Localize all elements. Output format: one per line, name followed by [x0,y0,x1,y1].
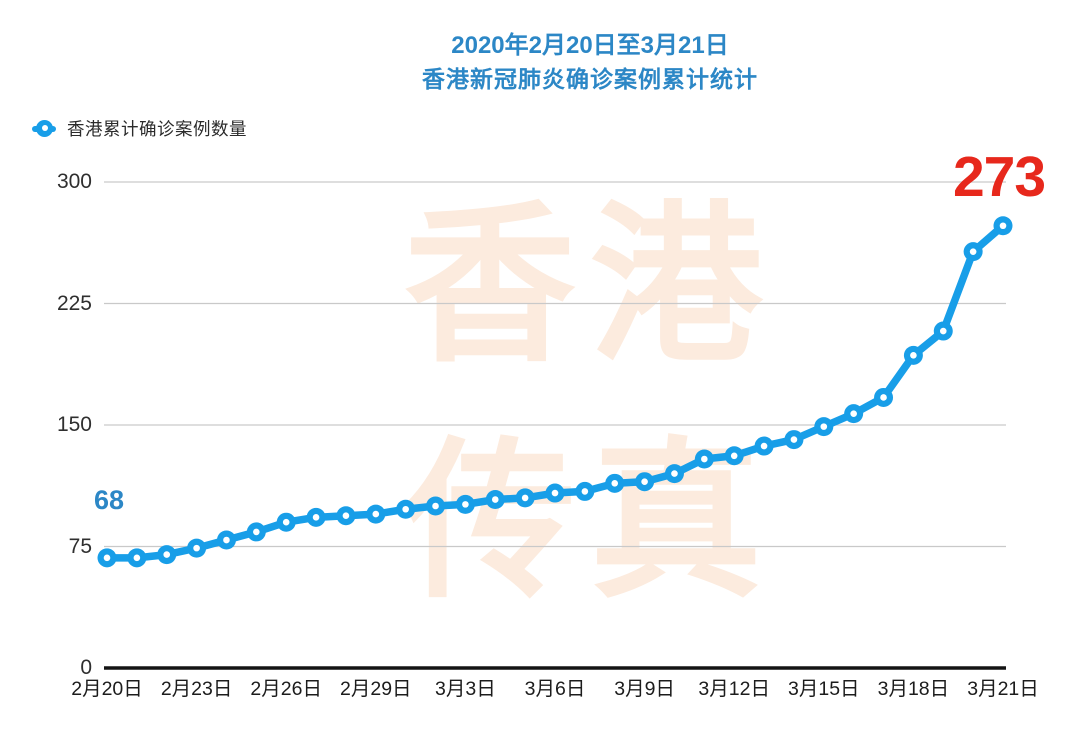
data-point-hole [133,554,141,562]
data-point-hole [491,496,499,503]
data-point-hole [551,489,559,497]
data-point-hole [372,510,380,518]
data-point-hole [701,455,708,463]
chart-title: 2020年2月20日至3月21日 香港新冠肺炎确诊案例累计统计 [90,30,1080,96]
chart-title-line1: 2020年2月20日至3月21日 [451,32,729,59]
data-point-hole [521,494,529,502]
first-point-value-label: 68 [93,485,125,515]
watermark: 香港 传真 [404,168,776,640]
data-point-hole [939,327,947,335]
legend-series-marker-icon [32,119,56,137]
data-point-hole [820,423,828,430]
data-line [103,221,1007,562]
data-point-hole [671,470,678,477]
data-point-hole [163,551,171,558]
data-point-hole [641,478,648,486]
data-point-hole [790,436,798,443]
data-point-hole [223,536,230,544]
legend: 香港累计确诊案例数量 [32,118,247,139]
legend-label: 香港累计确诊案例数量 [67,118,247,139]
data-point-hole [282,518,290,526]
data-point-hole [193,544,200,552]
data-point-hole [969,248,977,255]
data-point-hole [312,514,320,521]
data-point-hole [432,502,439,510]
data-point-hole [581,488,589,495]
data-point-hole [850,410,857,417]
data-point-hole [760,442,768,450]
data-point-hole [342,512,350,520]
data-point-hole [999,222,1007,230]
watermark-line1: 香港 [404,190,776,382]
last-point-value-label: 273 [952,145,1046,209]
data-point-hole [462,501,469,508]
data-point-hole [611,480,619,487]
legend-marker-hole [41,125,48,131]
data-point-hole [402,505,409,513]
data-point-hole [253,528,260,536]
chart-title-line2: 香港新冠肺炎确诊案例累计统计 [422,66,758,92]
data-point-hole [880,394,887,401]
data-point-hole [730,452,738,460]
data-point-hole [103,554,111,562]
data-point-hole [910,352,917,359]
